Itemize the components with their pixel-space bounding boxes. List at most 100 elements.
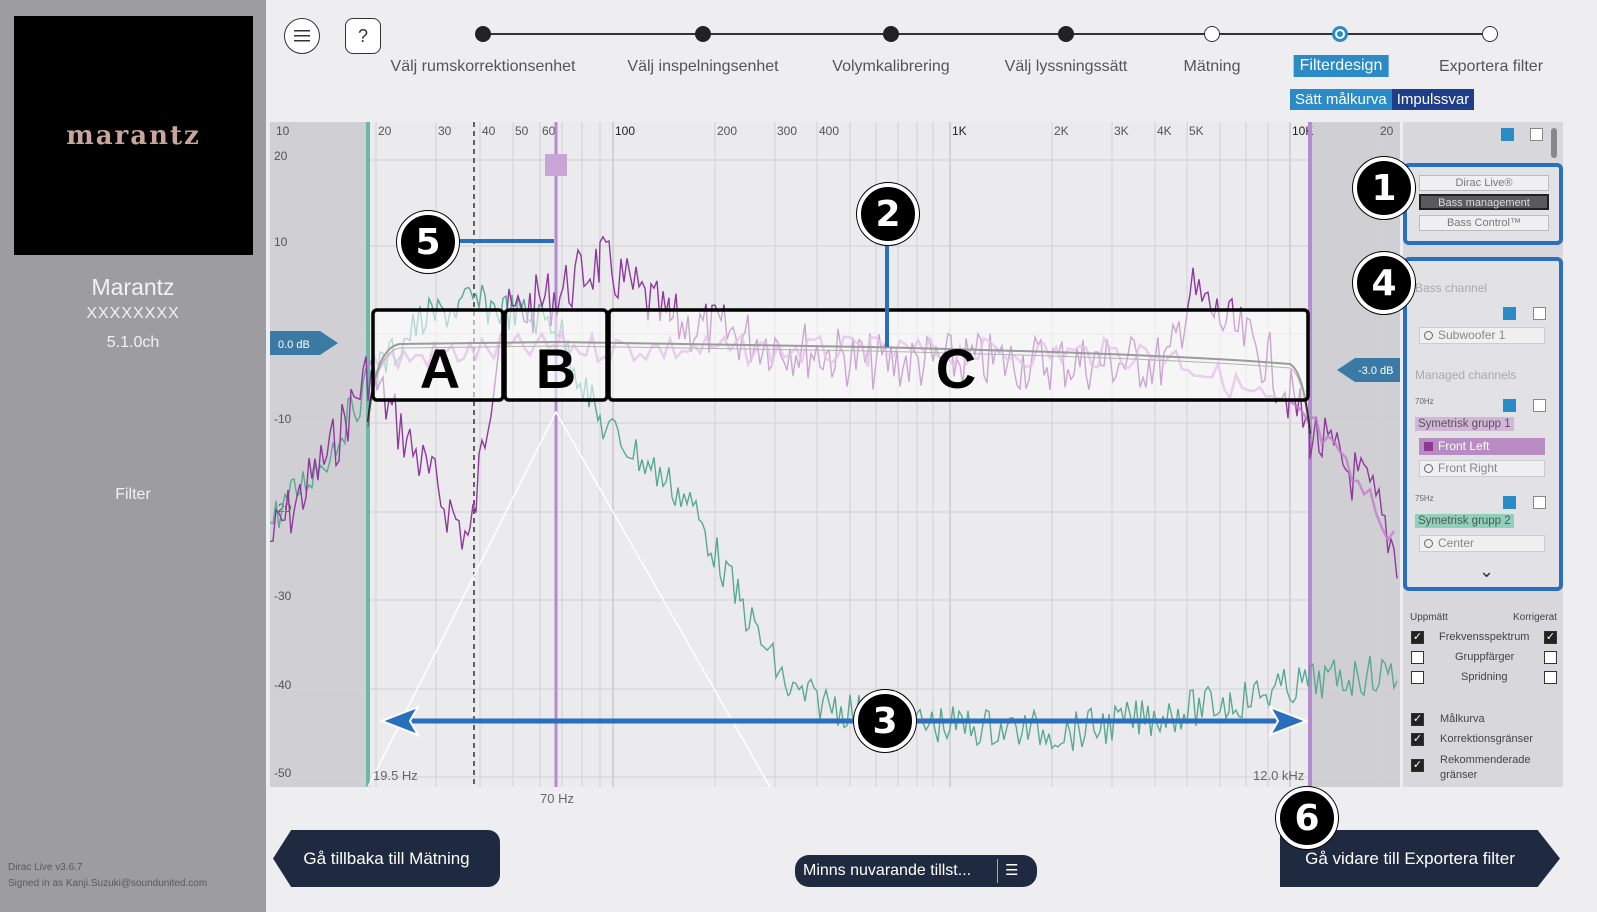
- step-dot-3[interactable]: [883, 26, 899, 42]
- list-icon[interactable]: ☰: [1005, 862, 1019, 879]
- left-gain-label: 0.0 dB: [278, 339, 310, 351]
- channel-front-right[interactable]: Front Right: [1419, 460, 1545, 477]
- step-label[interactable]: Exportera filter: [1438, 58, 1544, 75]
- range-arrow-left: [379, 705, 421, 737]
- right-gain-handle[interactable]: [1337, 358, 1400, 382]
- option-label: Frekvensspektrum: [1439, 631, 1530, 643]
- x-tick-label: 60: [542, 124, 556, 138]
- x-tick-label: 300: [777, 124, 797, 138]
- device-model: XXXXXXXX: [86, 305, 180, 322]
- step-label[interactable]: Mätning: [1183, 58, 1241, 75]
- mode-dirac-live[interactable]: Dirac Live®: [1419, 175, 1549, 191]
- target-curve-checkbox[interactable]: ✓: [1411, 713, 1424, 726]
- menu-button[interactable]: [284, 18, 320, 54]
- tab-target-curve[interactable]: Sätt målkurva: [1290, 89, 1392, 110]
- recommended-limits-checkbox[interactable]: ✓: [1411, 759, 1424, 772]
- help-button[interactable]: ?: [345, 18, 381, 54]
- measured-groupcolors-checkbox[interactable]: [1411, 651, 1424, 664]
- channel-center[interactable]: Center: [1419, 535, 1545, 552]
- zone-c-label: C: [936, 337, 976, 400]
- marker-1: 1: [1353, 157, 1415, 219]
- chart-canvas[interactable]: 10 20 30 40 50 60 100 200 300 400 1K 2K 3K 4K 5K 10K 20 …: [269, 122, 1400, 788]
- curve-toggles: ✓ Målkurva ✓ Korrektionsgränser ✓ Rekomm…: [1405, 705, 1561, 787]
- layout-icon[interactable]: [1503, 307, 1516, 320]
- layout-icon[interactable]: [1503, 496, 1516, 509]
- x-tick-label: 50: [515, 124, 529, 138]
- step-dot-4[interactable]: [1058, 26, 1074, 42]
- x-tick-label: 200: [717, 124, 737, 138]
- step-label[interactable]: Volymkalibrering: [832, 58, 950, 75]
- step-label[interactable]: Välj lyssningssätt: [1004, 58, 1128, 75]
- y-tick-label: -10: [274, 412, 292, 426]
- bass-channel-title: Bass channel: [1415, 281, 1488, 295]
- frequency-chart[interactable]: 10 20 30 40 50 60 100 200 300 400 1K 2K 3K 4K 5K 10K 20 …: [269, 122, 1400, 788]
- crossover-slope: [367, 410, 771, 788]
- channel-list: Bass channel Subwoofer 1 Managed channel…: [1403, 257, 1563, 591]
- y-tick-label: 20: [274, 149, 288, 163]
- measured-spectrum-checkbox[interactable]: ✓: [1411, 631, 1424, 644]
- step-dot-6[interactable]: [1332, 26, 1348, 42]
- right-gain-label: -3.0 dB: [1358, 365, 1393, 377]
- marker-5: 5: [397, 211, 459, 273]
- measured-spread-checkbox[interactable]: [1411, 671, 1424, 684]
- marker-3: 3: [854, 690, 916, 752]
- corrected-groupcolors-checkbox[interactable]: [1544, 651, 1557, 664]
- group1-label[interactable]: Symetrisk grupp 1: [1415, 417, 1514, 431]
- x-tick-label: 5K: [1189, 124, 1204, 138]
- toggle-label: Rekommenderade gränser: [1440, 754, 1531, 781]
- step-dot-2[interactable]: [695, 26, 711, 42]
- zone-a-box: [371, 308, 505, 402]
- corrected-spread-checkbox[interactable]: [1544, 671, 1557, 684]
- mode-bass-control[interactable]: Bass Control™: [1419, 215, 1549, 231]
- step-dot-5[interactable]: [1204, 26, 1220, 42]
- y-tick-label: -50: [274, 766, 292, 780]
- left-gain-handle[interactable]: [270, 331, 338, 355]
- x-tick-label: 30: [438, 124, 452, 138]
- grid: [270, 122, 1400, 787]
- x-tick-label: 40: [482, 124, 496, 138]
- range-arrow-right: [1267, 705, 1309, 737]
- settings-icon[interactable]: [1533, 307, 1546, 320]
- col-corrected: Korrigerat: [1513, 612, 1557, 623]
- help-icon: ?: [357, 25, 368, 46]
- logo-text: marantz: [66, 120, 201, 151]
- channel-subwoofer[interactable]: Subwoofer 1: [1419, 327, 1545, 344]
- corrected-spectrum-checkbox[interactable]: ✓: [1544, 631, 1557, 644]
- zone-b-box: [503, 308, 609, 402]
- x-tick-label: 1K: [952, 124, 967, 138]
- panel-scrollbar[interactable]: [1551, 128, 1557, 158]
- option-label: Gruppfärger: [1455, 651, 1515, 663]
- group2-label[interactable]: Symetrisk grupp 2: [1415, 514, 1514, 528]
- high-limit-label: 12.0 kHz: [1253, 768, 1304, 783]
- settings-icon[interactable]: [1533, 399, 1546, 412]
- subtabs: Sätt målkurva Impulssvar: [1290, 89, 1475, 110]
- mode-bass-management[interactable]: Bass management: [1419, 194, 1549, 210]
- toggle-label: Korrektionsgränser: [1440, 733, 1533, 745]
- step-dot-7[interactable]: [1482, 26, 1498, 42]
- managed-channels-title: Managed channels: [1415, 368, 1517, 382]
- tab-impulse-response[interactable]: Impulssvar: [1391, 89, 1475, 110]
- marker-4: 4: [1353, 252, 1415, 314]
- y-tick-label: 10: [274, 235, 288, 249]
- mode-selector: Dirac Live® Bass management Bass Control…: [1403, 163, 1563, 245]
- settings-icon[interactable]: [1530, 128, 1543, 141]
- step-label[interactable]: Välj inspelningsenhet: [627, 58, 779, 75]
- layout-icon[interactable]: [1501, 128, 1514, 141]
- chevron-down-icon[interactable]: ⌄: [1479, 561, 1495, 581]
- correction-limits-checkbox[interactable]: ✓: [1411, 733, 1424, 746]
- step-dot-1[interactable]: [475, 26, 491, 42]
- x-tick-labels: 10 20 30 40 50 60 100 200 300 400 1K 2K 3K 4K 5K 10K 20: [276, 124, 1394, 138]
- settings-icon[interactable]: [1533, 496, 1546, 509]
- step-label[interactable]: Välj rumskorrektionsenhet: [390, 58, 576, 75]
- toggle-label: Målkurva: [1440, 713, 1485, 725]
- step-label-current[interactable]: Filterdesign: [1293, 55, 1389, 77]
- channel-front-left[interactable]: Front Left: [1419, 438, 1545, 455]
- crossover-handle[interactable]: [545, 154, 567, 176]
- col-measured: Uppmätt: [1410, 612, 1448, 623]
- back-button[interactable]: Gå tillbaka till Mätning: [273, 830, 500, 887]
- remember-state-button[interactable]: Minns nuvarande tillst... ☰: [795, 855, 1037, 887]
- x-tick-label: 100: [615, 124, 635, 138]
- section-label: Filter: [115, 486, 151, 503]
- marker-2: 2: [857, 183, 919, 245]
- layout-icon[interactable]: [1503, 399, 1516, 412]
